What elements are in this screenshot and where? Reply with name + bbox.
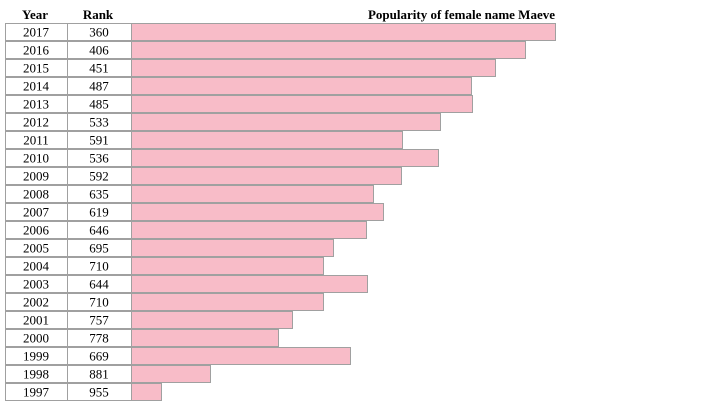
rank-label: 487 [89, 79, 109, 94]
bar [131, 41, 526, 59]
year-label: 2013 [23, 97, 49, 112]
rank-column-header: Rank [83, 7, 114, 22]
rank-label: 406 [89, 43, 109, 58]
bar [131, 23, 556, 41]
year-label: 2005 [23, 241, 49, 256]
bar [131, 113, 441, 131]
bar [131, 95, 473, 113]
bar [131, 257, 324, 275]
rank-label: 536 [89, 151, 109, 166]
rank-label: 710 [89, 295, 109, 310]
rank-label: 592 [89, 169, 109, 184]
rank-label: 669 [89, 349, 109, 364]
bar [131, 203, 384, 221]
year-column-header: Year [22, 7, 48, 22]
bar [131, 77, 472, 95]
year-label: 2002 [23, 295, 49, 310]
year-label: 2009 [23, 169, 49, 184]
year-label: 1999 [23, 349, 49, 364]
year-label: 2010 [23, 151, 49, 166]
chart-rows: 2017 360 2016 406 2015 451 2014 487 2013 485 2012 5… [5, 23, 556, 401]
rank-label: 360 [89, 25, 109, 40]
year-label: 1998 [23, 367, 49, 382]
bar [131, 167, 402, 185]
year-label: 2012 [23, 115, 49, 130]
year-label: 2016 [23, 43, 50, 58]
year-label: 2000 [23, 331, 49, 346]
rank-label: 635 [89, 187, 109, 202]
bar [131, 221, 367, 239]
bar [131, 347, 351, 365]
bar [131, 311, 293, 329]
rank-label: 757 [89, 313, 109, 328]
year-label: 2008 [23, 187, 49, 202]
year-label: 2007 [23, 205, 50, 220]
rank-label: 619 [89, 205, 109, 220]
year-label: 2006 [23, 223, 50, 238]
rank-label: 646 [89, 223, 109, 238]
bar [131, 131, 403, 149]
bar [131, 59, 496, 77]
rank-label: 710 [89, 259, 109, 274]
rank-label: 591 [89, 133, 109, 148]
rank-label: 644 [89, 277, 109, 292]
rank-label: 485 [89, 97, 109, 112]
rank-label: 695 [89, 241, 109, 256]
bar [131, 329, 279, 347]
bar [131, 293, 324, 311]
bar [131, 149, 439, 167]
year-label: 2011 [23, 133, 49, 148]
rank-label: 881 [89, 367, 109, 382]
year-label: 2015 [23, 61, 49, 76]
year-label: 2014 [23, 79, 50, 94]
rank-label: 778 [89, 331, 109, 346]
bar [131, 275, 368, 293]
year-label: 1997 [23, 385, 50, 400]
year-label: 2001 [23, 313, 49, 328]
rank-label: 533 [89, 115, 109, 130]
year-label: 2003 [23, 277, 49, 292]
chart-title: Popularity of female name Maeve [368, 7, 555, 22]
bar [131, 365, 211, 383]
bar [131, 185, 374, 203]
bar [131, 383, 162, 401]
rank-label: 451 [89, 61, 109, 76]
rank-label: 955 [89, 385, 109, 400]
year-label: 2004 [23, 259, 50, 274]
year-label: 2017 [23, 25, 50, 40]
bar [131, 239, 334, 257]
